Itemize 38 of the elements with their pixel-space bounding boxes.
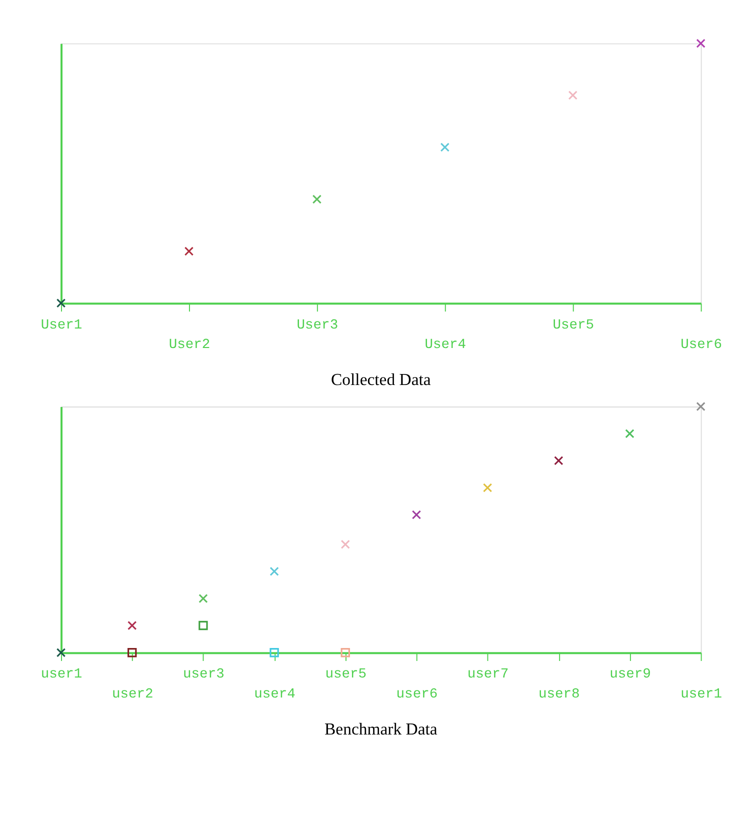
x-tick-label: User3 [296, 318, 338, 334]
point [625, 428, 634, 438]
x-tick-label: user9 [610, 668, 651, 683]
point [440, 142, 450, 152]
point [482, 483, 492, 492]
point [198, 594, 208, 604]
x-tick-label: User2 [168, 338, 210, 353]
point [554, 456, 564, 466]
x-tick-label: user3 [183, 668, 224, 683]
point [198, 620, 208, 630]
point [128, 620, 137, 630]
x-tick-label: user7 [467, 668, 509, 683]
x-tick-label: user8 [538, 687, 580, 702]
point [696, 38, 706, 48]
point [270, 566, 279, 576]
x-tick-label: User4 [424, 338, 466, 353]
x-tick-label: User1 [40, 318, 82, 334]
point [312, 194, 322, 204]
x-tick-label: user2 [112, 687, 154, 702]
point [184, 246, 194, 256]
x-tick-label: User5 [552, 318, 594, 334]
x-tick-label: user6 [396, 687, 438, 702]
text: Collected Data [331, 370, 432, 389]
point [270, 648, 279, 658]
point [340, 648, 350, 658]
point [696, 402, 706, 412]
x-tick-label: user4 [254, 687, 296, 702]
point [128, 648, 137, 658]
point [340, 540, 350, 549]
point [412, 510, 422, 520]
x-tick-label: User6 [680, 338, 722, 353]
x-tick-label: user5 [325, 668, 367, 683]
x-tick-label: user1 [40, 668, 82, 683]
x-tick-label: user1 [680, 687, 722, 702]
point [568, 90, 578, 100]
text: Benchmark Data [324, 719, 438, 738]
point [56, 298, 66, 308]
point [56, 648, 66, 658]
